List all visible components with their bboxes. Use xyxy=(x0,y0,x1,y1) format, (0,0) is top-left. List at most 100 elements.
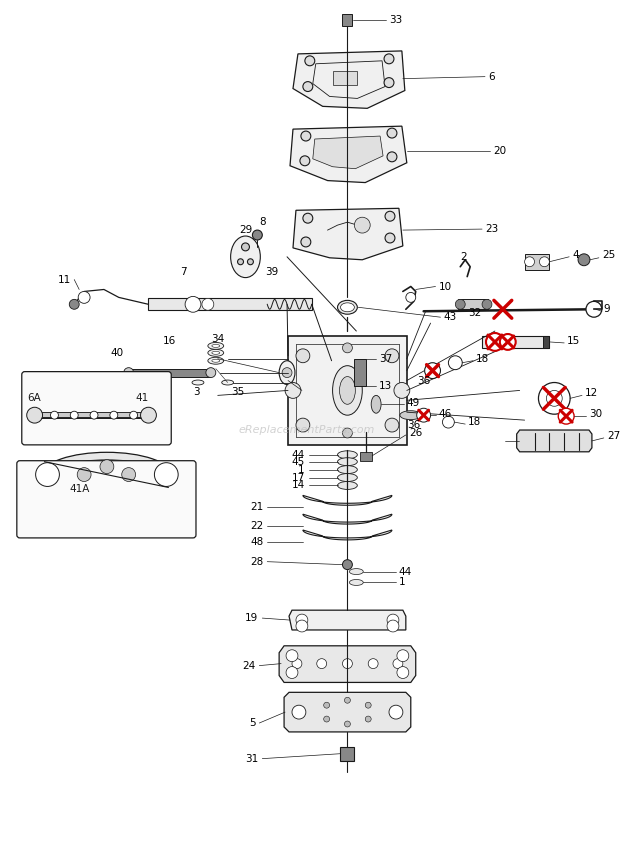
Polygon shape xyxy=(293,51,405,108)
Text: 36: 36 xyxy=(417,375,430,386)
Bar xyxy=(458,299,488,310)
Text: 25: 25 xyxy=(602,250,615,260)
Text: 22: 22 xyxy=(250,521,264,531)
Circle shape xyxy=(50,411,58,420)
Polygon shape xyxy=(290,126,407,183)
Circle shape xyxy=(122,468,136,482)
Ellipse shape xyxy=(53,459,161,490)
Text: 18: 18 xyxy=(476,354,489,364)
Text: 33: 33 xyxy=(389,16,402,25)
Ellipse shape xyxy=(337,473,357,482)
Ellipse shape xyxy=(340,376,355,404)
Bar xyxy=(332,71,357,85)
Ellipse shape xyxy=(337,458,357,465)
Circle shape xyxy=(301,131,311,141)
Circle shape xyxy=(417,408,430,422)
Circle shape xyxy=(365,716,371,722)
Ellipse shape xyxy=(337,300,357,314)
Polygon shape xyxy=(284,692,411,732)
Text: 44: 44 xyxy=(291,450,305,460)
Circle shape xyxy=(296,614,308,626)
Ellipse shape xyxy=(208,343,224,349)
Circle shape xyxy=(247,259,254,265)
Text: 31: 31 xyxy=(245,753,259,764)
Circle shape xyxy=(342,343,352,353)
Polygon shape xyxy=(293,208,403,260)
Ellipse shape xyxy=(192,380,204,385)
Bar xyxy=(543,336,549,348)
Ellipse shape xyxy=(332,366,362,415)
Circle shape xyxy=(100,459,114,473)
Ellipse shape xyxy=(222,380,234,385)
Circle shape xyxy=(586,301,602,317)
Circle shape xyxy=(185,297,201,312)
Text: 28: 28 xyxy=(250,557,264,567)
Text: 48: 48 xyxy=(250,537,264,547)
Circle shape xyxy=(546,390,562,407)
Circle shape xyxy=(292,705,306,719)
Polygon shape xyxy=(303,496,392,505)
Circle shape xyxy=(389,705,403,719)
Circle shape xyxy=(500,334,516,349)
Circle shape xyxy=(124,368,134,377)
Text: 2: 2 xyxy=(460,252,466,262)
Polygon shape xyxy=(289,610,406,630)
Circle shape xyxy=(397,667,409,678)
Ellipse shape xyxy=(43,452,171,497)
Ellipse shape xyxy=(350,568,363,574)
Bar xyxy=(360,452,372,461)
Text: 24: 24 xyxy=(242,661,255,670)
Circle shape xyxy=(387,152,397,162)
Circle shape xyxy=(300,156,310,166)
Circle shape xyxy=(355,217,370,233)
Text: 39: 39 xyxy=(265,266,279,277)
Bar xyxy=(129,368,210,376)
Text: 16: 16 xyxy=(163,336,176,346)
Circle shape xyxy=(69,299,79,310)
Circle shape xyxy=(285,382,301,399)
Text: 32: 32 xyxy=(469,308,482,318)
Ellipse shape xyxy=(208,357,224,364)
Text: 1: 1 xyxy=(399,578,405,587)
Polygon shape xyxy=(288,336,407,445)
Text: 49: 49 xyxy=(407,398,420,408)
Text: 26: 26 xyxy=(409,428,422,438)
Text: 6A: 6A xyxy=(28,394,42,403)
Circle shape xyxy=(301,237,311,247)
Circle shape xyxy=(387,614,399,626)
FancyBboxPatch shape xyxy=(17,461,196,538)
Polygon shape xyxy=(312,136,383,169)
Circle shape xyxy=(286,650,298,662)
Circle shape xyxy=(317,658,327,669)
Text: 6: 6 xyxy=(488,72,495,81)
Circle shape xyxy=(397,650,409,662)
Circle shape xyxy=(141,407,156,423)
Circle shape xyxy=(282,368,292,377)
Circle shape xyxy=(78,468,91,482)
Ellipse shape xyxy=(337,451,357,458)
Text: 20: 20 xyxy=(493,146,506,156)
FancyBboxPatch shape xyxy=(22,372,171,445)
Text: 41: 41 xyxy=(135,394,148,403)
Text: 1: 1 xyxy=(298,465,305,475)
Circle shape xyxy=(303,81,312,92)
Circle shape xyxy=(385,233,395,243)
Circle shape xyxy=(538,382,570,414)
Ellipse shape xyxy=(350,580,363,586)
Circle shape xyxy=(202,298,214,311)
Text: 8: 8 xyxy=(259,217,266,227)
Circle shape xyxy=(384,78,394,87)
Circle shape xyxy=(578,253,590,266)
Text: 15: 15 xyxy=(567,336,580,346)
Circle shape xyxy=(324,716,330,722)
Circle shape xyxy=(305,56,315,66)
Circle shape xyxy=(558,408,574,424)
Ellipse shape xyxy=(279,361,295,385)
Polygon shape xyxy=(303,530,392,540)
Circle shape xyxy=(35,463,60,486)
Text: 34: 34 xyxy=(211,334,224,344)
Circle shape xyxy=(385,211,395,221)
Bar xyxy=(342,15,352,26)
Circle shape xyxy=(110,411,118,420)
Circle shape xyxy=(393,658,403,669)
